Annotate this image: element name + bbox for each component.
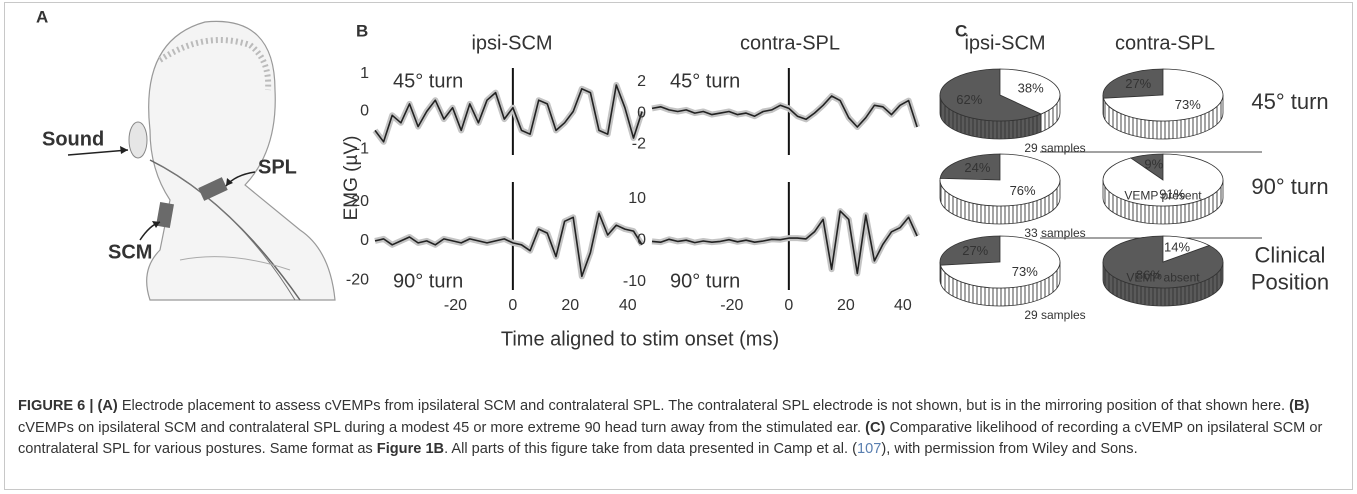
caption-text: (B) — [1289, 398, 1310, 414]
pie-value-label: 62% — [956, 92, 982, 107]
x-tick-label: 20 — [837, 297, 855, 314]
sample-count: 33 samples — [1024, 226, 1085, 240]
pie-wedge — [1102, 68, 1164, 99]
column-title: ipsi-SCM — [964, 32, 1045, 54]
pie-wedge — [939, 235, 1001, 266]
figure-frame — [4, 2, 1353, 490]
column-title: contra-SPL — [1115, 32, 1215, 54]
caption-text: . All parts of this figure take from dat… — [444, 441, 857, 457]
pie-value-label: 9% — [1144, 156, 1163, 171]
x-tick-label: 40 — [619, 297, 637, 314]
pie-annotation: VEMP present — [1124, 188, 1202, 202]
pie-side-hatch — [940, 95, 1042, 139]
photo-sketch — [67, 20, 336, 301]
y-tick-label: 0 — [360, 232, 369, 249]
pie-value-label: 27% — [1125, 76, 1151, 91]
caption-text: Figure 1B — [376, 441, 445, 457]
pie-side-hatch — [1041, 95, 1060, 132]
pie-wedge — [939, 235, 1061, 289]
row-label: 90° turn — [1251, 174, 1328, 199]
trace — [374, 212, 643, 278]
pie-wedge — [939, 153, 1001, 181]
pie-side-hatch — [1103, 95, 1223, 140]
label-sound: Sound — [42, 128, 104, 150]
pie-side-hatch — [1103, 180, 1223, 224]
pie-value-label: 24% — [964, 160, 990, 175]
y-tick-label: 10 — [628, 190, 646, 207]
y-tick-label: -20 — [346, 271, 369, 288]
y-tick-label: 2 — [637, 73, 646, 90]
y-tick-label: -10 — [623, 273, 646, 290]
sample-count: 29 samples — [1024, 308, 1085, 322]
pie-wedge — [939, 153, 1061, 207]
x-tick-label: 0 — [784, 297, 793, 314]
pie-side-hatch — [940, 262, 1060, 307]
pie-annotation: VEMP absent — [1126, 270, 1200, 284]
label-spl: SPL — [258, 156, 297, 178]
row-label: 45° turn — [1251, 89, 1328, 114]
condition-label: 45° turn — [393, 70, 463, 92]
row-label: Position — [1251, 269, 1329, 294]
sample-count: 29 samples — [1024, 141, 1085, 155]
caption: FIGURE 6 | (A) Electrode placement to as… — [18, 396, 1343, 461]
caption-text: cVEMPs on ipsilateral SCM and contralate… — [18, 419, 866, 436]
pie-value-label: 73% — [1012, 264, 1038, 279]
trace — [651, 210, 918, 275]
y-tick-label: 20 — [351, 193, 369, 210]
reference-link[interactable]: 107 — [857, 441, 882, 457]
pie-value-label: 86% — [1136, 268, 1162, 283]
figure: A Sound SPL SCM B ipsi-SCM contra-SPL EM… — [36, 7, 1329, 350]
condition-label: 90° turn — [393, 270, 463, 292]
caption-text: (C) — [865, 419, 886, 436]
condition-label: 90° turn — [670, 270, 740, 292]
pie-value-label: 76% — [1010, 183, 1036, 198]
pie-wedge — [999, 68, 1061, 115]
panel-label: B — [356, 21, 368, 40]
y-tick-label: -1 — [355, 141, 369, 158]
y-tick-label: 0 — [360, 103, 369, 120]
y-axis-label: EMG (µV) — [341, 136, 362, 221]
pie-wedge — [939, 68, 1043, 122]
x-tick-label: -20 — [720, 297, 743, 314]
y-tick-label: 1 — [360, 65, 369, 82]
row-label: Clinical — [1255, 242, 1326, 267]
x-axis-label: Time aligned to stim onset (ms) — [501, 328, 779, 350]
column-title: ipsi-SCM — [471, 32, 552, 54]
trace — [374, 84, 643, 143]
pie-value-label: 27% — [962, 243, 988, 258]
x-tick-label: -20 — [444, 297, 467, 314]
trace — [651, 95, 918, 128]
pie-side-hatch — [1103, 262, 1223, 306]
pie-value-label: 91% — [1159, 186, 1185, 201]
pie-wedge — [1102, 68, 1224, 122]
pie-side-hatch — [940, 180, 1060, 224]
column-title: contra-SPL — [740, 32, 840, 54]
pie-value-label: 73% — [1175, 97, 1201, 112]
x-tick-label: 40 — [894, 297, 912, 314]
panel-label: A — [36, 7, 48, 26]
pie-wedge — [1102, 153, 1224, 207]
label-scm: SCM — [108, 241, 152, 263]
x-tick-label: 0 — [508, 297, 517, 314]
caption-text: Comparative likelihood of recording a cV… — [18, 419, 1323, 458]
condition-label: 45° turn — [670, 70, 740, 92]
pie-wedge — [1162, 235, 1211, 263]
pie-value-label: 38% — [1018, 81, 1044, 96]
caption-text: ), with permission from Wiley and Sons. — [881, 441, 1138, 457]
y-tick-label: -2 — [632, 135, 646, 152]
pie-value-label: 14% — [1164, 239, 1190, 254]
panel-label: C — [955, 21, 967, 40]
x-tick-label: 20 — [561, 297, 579, 314]
caption-text: FIGURE 6 | (A) — [18, 398, 118, 414]
y-tick-label: 0 — [637, 231, 646, 248]
y-tick-label: 0 — [637, 104, 646, 121]
caption-text: Electrode placement to assess cVEMPs fro… — [117, 398, 1290, 414]
